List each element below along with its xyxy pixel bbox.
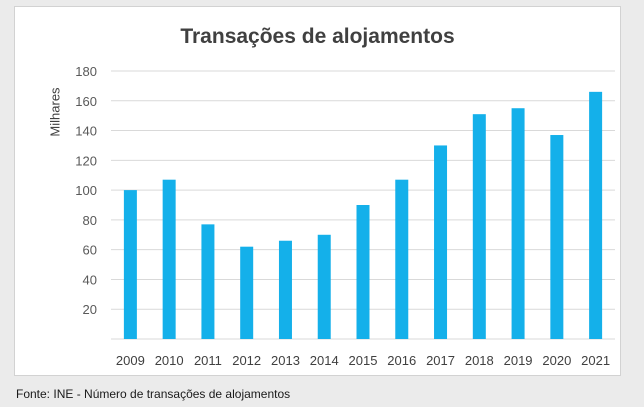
x-tick-label: 2013 — [271, 353, 300, 368]
x-tick-label: 2017 — [426, 353, 455, 368]
x-tick-label: 2011 — [194, 353, 222, 368]
y-tick-label: 80 — [83, 213, 97, 228]
x-tick-label: 2018 — [465, 353, 494, 368]
bar-chart: 20 40 60 80 100 120 140 160 180 2009 2010 2011 2012… — [75, 64, 615, 368]
bar-2015 — [356, 205, 370, 339]
x-tick-label: 2009 — [116, 353, 145, 368]
x-tick-label: 2014 — [310, 353, 339, 368]
y-tick-label: 100 — [75, 183, 97, 198]
bars — [123, 91, 603, 339]
chart-panel: Transações de alojamentos Milhares 20 40 6… — [14, 6, 621, 376]
y-tick-label: 180 — [75, 64, 97, 79]
bar-2020 — [550, 135, 564, 339]
bar-2011 — [201, 224, 215, 339]
x-tick-label: 2015 — [349, 353, 378, 368]
source-note: Fonte: INE - Número de transações de alo… — [16, 387, 291, 401]
bar-2017 — [434, 145, 448, 339]
x-tick-label: 2019 — [504, 353, 533, 368]
y-tick-label: 140 — [75, 124, 97, 139]
y-tick-label: 20 — [83, 302, 97, 317]
chart-title: Transações de alojamentos — [180, 25, 455, 48]
x-tick-label: 2016 — [387, 353, 416, 368]
x-tick-label: 2012 — [232, 353, 261, 368]
x-tick-label: 2010 — [155, 353, 184, 368]
bar-2016 — [395, 179, 409, 339]
y-tick-label: 60 — [83, 243, 97, 258]
bar-2010 — [162, 179, 176, 339]
y-tick-label: 40 — [83, 272, 97, 287]
y-tick-label: 120 — [75, 153, 97, 168]
bar-2013 — [278, 240, 292, 339]
x-tick-labels: 2009 2010 2011 2012 2013 2014 2015 2016 2017 2018… — [116, 353, 610, 368]
x-tick-label: 2021 — [581, 353, 610, 368]
x-tick-label: 2020 — [542, 353, 571, 368]
bar-2009 — [123, 190, 137, 339]
bar-2012 — [240, 246, 254, 339]
bar-2018 — [472, 114, 486, 339]
y-tick-label: 160 — [75, 94, 97, 109]
bar-2021 — [589, 91, 603, 339]
bar-2014 — [317, 234, 331, 339]
y-tick-labels: 20 40 60 80 100 120 140 160 180 — [75, 64, 97, 317]
bar-2019 — [511, 108, 525, 339]
